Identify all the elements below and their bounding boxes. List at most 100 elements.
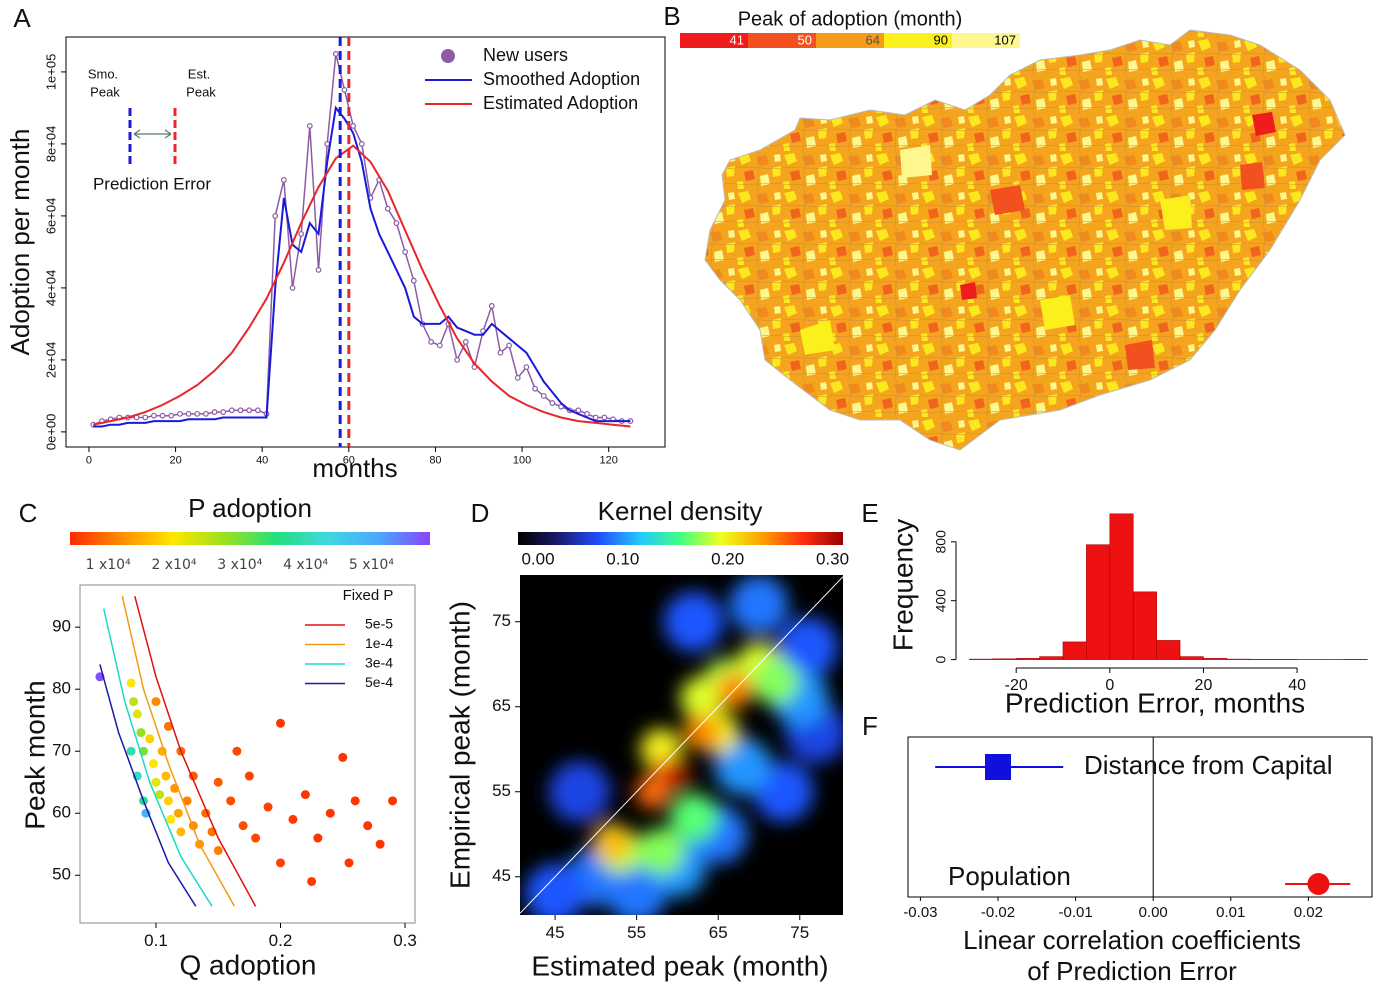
data-point [211,409,218,415]
plot-frame [65,36,666,448]
legend-label: 1e-4 [365,635,393,651]
colorbar-title: Peak of adoption (month) [738,8,963,30]
data-point [254,407,261,414]
data-point [325,808,335,818]
data-point [344,858,354,868]
data-point [126,746,136,756]
colorbar [518,532,843,545]
colorbar-label: 0.30 [816,549,849,568]
panel-letter: B [663,1,680,31]
data-point [213,845,223,855]
colorbar-label: 4 x10⁴ [283,557,328,573]
heatmap [520,575,843,915]
x-tick-label: 20 [169,455,181,467]
data-point [341,87,348,93]
x-tick-label: -0.01 [1058,904,1092,921]
x-tick-label: -0.03 [903,904,937,921]
data-point [251,833,261,843]
y-tick-label: 400 [933,589,949,613]
density-cell [663,591,724,652]
colorbar-label: 41 [730,32,744,47]
histogram-bar [1203,658,1228,660]
colorbar-label: 1 x10⁴ [86,557,131,573]
data-point [151,697,161,707]
density-cell [592,823,632,863]
data-point [375,839,385,849]
series-line [93,144,631,428]
plot-frame [907,736,1373,898]
data-point [220,409,227,415]
data-point [592,414,599,421]
data-point [163,721,173,731]
data-point [306,123,313,129]
x-tick-label: 40 [256,455,268,467]
y-tick-label: 800 [933,530,949,554]
category-label: Distance from Capital [1084,750,1333,780]
data-point [514,374,521,381]
region [1252,112,1276,136]
region [900,145,932,178]
data-point [244,771,254,781]
y-tick-label: 6e+04 [43,198,58,235]
colorbar-label: 2 x10⁴ [151,557,196,573]
colorbar-segment [884,33,952,48]
data-point [173,808,183,818]
data-point [177,410,183,417]
x-tick-label: 55 [627,923,646,942]
data-point [298,231,305,237]
hungary-map [704,29,1346,451]
data-point [338,752,348,762]
y-tick-label: 80 [52,679,71,698]
series-line [93,105,631,428]
histogram-bar [1086,544,1111,660]
legend-label: Smoothed Adoption [483,69,640,89]
data-point [226,796,236,806]
data-point [272,213,279,219]
legend-marker [441,49,455,63]
histogram-bar [992,658,1017,660]
colorbar-segment [816,33,884,48]
density-cell [669,793,718,842]
legend-label: 3e-4 [365,655,393,671]
y-tick-label: 75 [492,611,511,630]
data-point [300,790,310,800]
data-point [558,403,564,410]
annotation: Peak [186,84,216,99]
plot-area [90,51,634,428]
data-point [358,141,365,147]
x-axis-label: Estimated peak (month) [531,950,828,981]
annotation: Prediction Error [93,174,211,193]
data-point [388,796,398,806]
fixed-p-line [102,608,213,907]
x-tick-label: 45 [546,923,565,942]
y-tick-label: 45 [492,866,511,885]
x-axis-label: of Prediction Error [1027,956,1237,986]
region [1125,340,1155,370]
histogram-bar [1179,656,1204,660]
y-tick-label: 60 [52,803,71,822]
data-point [393,220,400,227]
region [1040,295,1075,330]
data-point [129,697,139,707]
data-point [194,410,201,417]
histogram-bar [1062,641,1087,660]
colorbar-segment [680,33,748,48]
data-point [523,364,530,370]
legend-label: New users [483,45,568,65]
y-tick-label: 90 [52,617,71,636]
fixed-p-line [121,596,236,907]
panel-letter: F [862,711,878,741]
y-tick-label: 50 [52,865,71,884]
colorbar-label: 0.00 [521,549,554,568]
x-tick-label: 120 [600,455,618,467]
colorbar-label: 50 [798,32,812,47]
data-point [584,410,590,417]
x-tick-label: 20 [1195,677,1213,694]
data-point [168,412,175,419]
data-point [176,827,186,837]
y-tick-label: 4e+04 [43,270,58,307]
data-point [288,814,298,824]
legend-label: Estimated Adoption [483,93,638,113]
x-tick-label: 100 [513,455,531,467]
colorbar-segment [748,33,816,48]
